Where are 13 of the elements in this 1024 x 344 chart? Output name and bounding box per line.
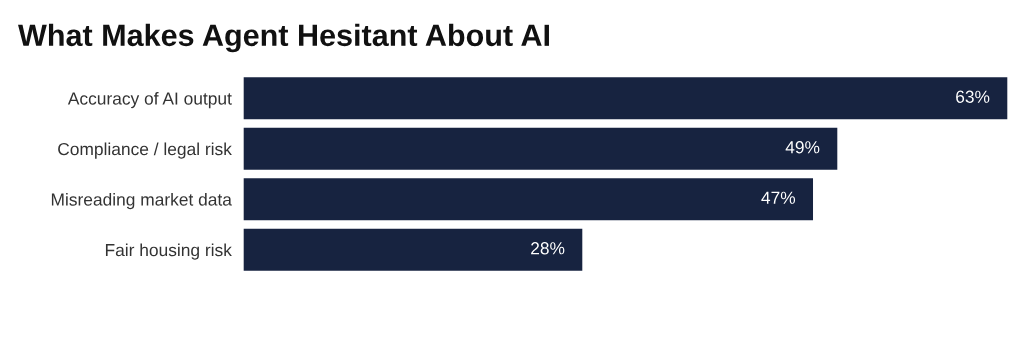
bar (243, 227, 584, 273)
y-tick-label: Accuracy of AI output (67, 91, 232, 109)
y-tick-label: Misreading market data (51, 192, 232, 210)
bar (243, 75, 1008, 121)
data-label: 47% (761, 191, 796, 204)
bar (243, 126, 839, 172)
y-tick-label: Compliance / legal risk (58, 142, 232, 159)
y-tick-label: Fair housing risk (105, 243, 232, 260)
data-label: 49% (785, 141, 820, 154)
data-label: 63% (956, 90, 990, 103)
data-label: 28% (531, 242, 565, 255)
bar (243, 176, 815, 222)
chart-title: What Makes Agent Hesitant About AI (18, 23, 549, 53)
